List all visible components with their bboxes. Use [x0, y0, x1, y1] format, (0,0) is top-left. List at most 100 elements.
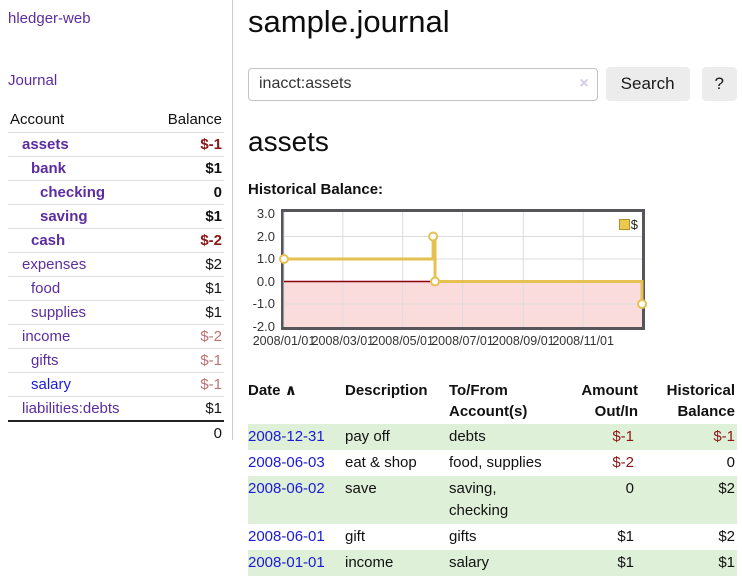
account-row: cash $-2 [8, 228, 224, 253]
account-balance: $1 [150, 276, 224, 301]
account-link-expenses[interactable]: expenses [22, 256, 87, 273]
chart-legend: $ [618, 217, 638, 232]
register-cell-description: save [345, 476, 449, 524]
account-link-bank[interactable]: bank [31, 160, 67, 177]
register-cell-date: 2008-06-01 [248, 524, 345, 550]
register-cell-amount: $1 [617, 528, 634, 545]
account-row: food $1 [8, 276, 224, 301]
chart-x-axis-labels: 2008/01/01 2008/03/01 2008/05/01 2008/07/01… [253, 334, 642, 350]
register-cell-accounts: gifts [449, 528, 477, 545]
accounts-total-row: 0 [8, 420, 224, 445]
accounts-table: Account Balance assets $-1 bank $1 checking 0… [8, 108, 224, 445]
legend-label: $ [630, 217, 638, 232]
account-balance: $1 [150, 204, 224, 229]
accounts-total-value: 0 [150, 420, 224, 445]
transaction-date-link[interactable]: 2008-01-01 [248, 554, 325, 571]
data-point-marker [430, 276, 441, 287]
account-link-saving[interactable]: saving [40, 208, 88, 225]
data-point-marker [279, 254, 289, 264]
transaction-date-link[interactable]: 2008-06-03 [248, 454, 325, 471]
account-heading: assets [248, 126, 329, 157]
transaction-date-link[interactable]: 2008-06-01 [248, 528, 325, 545]
register-header-date[interactable]: Date ∧ [248, 382, 297, 399]
register-cell-balance: $-1 [642, 424, 737, 450]
account-link-salary[interactable]: salary [31, 376, 72, 393]
register-cell-accounts: salary [449, 550, 557, 576]
accounts-header-balance: Balance [150, 108, 224, 133]
account-row: liabilities:debts $1 [8, 396, 224, 422]
chart-title: Historical Balance: [248, 181, 384, 198]
data-point-marker [428, 231, 439, 242]
sidebar: hledger-web Journal Account Balance asse… [0, 0, 233, 445]
account-balance: $1 [150, 396, 224, 422]
transaction-date-link[interactable]: 2008-12-31 [248, 428, 325, 445]
clear-search-icon[interactable]: × [579, 74, 589, 92]
account-row: income $-2 [8, 324, 224, 349]
transaction-date-link[interactable]: 2008-06-02 [248, 480, 325, 497]
chart-y-axis-labels: 3.0 2.0 1.0 0.0 -1.0 -2.0 [248, 206, 278, 334]
account-balance: $-2 [150, 228, 224, 253]
register-cell-amount: $1 [557, 550, 642, 576]
y-tick-label: 2.0 [256, 228, 275, 244]
register-row: 2008-06-01 gift gifts $1 $2 [248, 524, 737, 550]
app-title-link[interactable]: hledger-web [8, 10, 91, 27]
account-row: salary $-1 [8, 372, 224, 397]
register-header-balance: Historical Balance [666, 382, 735, 420]
chart-plot-area: $ [279, 209, 647, 330]
register-cell-amount: $-1 [557, 424, 642, 450]
x-tick-label: 2008/11/01 [552, 334, 614, 348]
account-balance: $-1 [150, 372, 224, 397]
account-balance: $-1 [150, 132, 224, 157]
accounts-header-account: Account [8, 108, 151, 133]
y-tick-label: 3.0 [256, 206, 275, 221]
y-tick-label: -2.0 [252, 318, 275, 334]
account-balance: $-2 [150, 324, 224, 349]
account-balance: $-1 [150, 348, 224, 373]
account-link-liabilities-debts[interactable]: liabilities:debts [22, 400, 120, 417]
register-row: 2008-06-03 eat & shop food, supplies $-2 0 [248, 450, 737, 476]
x-tick-label: 2008/05/01 [371, 334, 434, 348]
register-cell-amount: $-2 [612, 454, 634, 471]
register-cell-description: income [345, 550, 449, 576]
sort-asc-icon: ∧ [284, 382, 297, 399]
account-row: checking 0 [8, 180, 224, 205]
account-row: assets $-1 [8, 132, 224, 157]
account-link-income[interactable]: income [22, 328, 71, 345]
chart-svg [279, 212, 647, 327]
register-cell-accounts: debts [449, 424, 557, 450]
account-link-checking[interactable]: checking [40, 184, 106, 201]
register-cell-date: 2008-12-31 [248, 424, 345, 450]
account-balance: $2 [150, 252, 224, 277]
account-link-assets[interactable]: assets [22, 136, 69, 153]
register-cell-balance: 0 [726, 454, 735, 471]
register-header-amount: Amount Out/In [581, 382, 638, 420]
account-row: supplies $1 [8, 300, 224, 325]
account-link-cash[interactable]: cash [31, 232, 66, 249]
x-tick-label: 2008/01/01 [252, 334, 316, 348]
account-balance: $1 [150, 300, 224, 325]
y-tick-label: -1.0 [252, 296, 275, 311]
search-button[interactable]: Search [605, 67, 690, 101]
register-cell-balance: $2 [718, 528, 735, 545]
account-row: bank $1 [8, 156, 224, 181]
account-link-food[interactable]: food [31, 280, 61, 297]
help-button[interactable]: ? [701, 67, 737, 101]
search-input[interactable] [248, 67, 598, 101]
search-form: × Search ? [248, 67, 737, 101]
account-link-gifts[interactable]: gifts [31, 352, 59, 369]
register-row: 2008-01-01 income salary $1 $1 [248, 550, 737, 576]
register-header-accounts: To/From Account(s) [449, 382, 528, 420]
register-cell-accounts: saving, checking [449, 476, 557, 524]
sidebar-item-journal[interactable]: Journal [8, 72, 58, 89]
register-cell-description: pay off [345, 424, 449, 450]
register-table: Date ∧ Description To/From Account(s) Amo… [248, 378, 737, 576]
account-balance: $1 [150, 156, 224, 181]
historical-balance-chart: 3.0 2.0 1.0 0.0 -1.0 -2.0 $ 2008/01/01 2008/03… [248, 206, 737, 352]
register-row: 2008-12-31 pay off debts $-1 $-1 [248, 424, 737, 450]
account-link-supplies[interactable]: supplies [31, 304, 87, 321]
data-point-marker [637, 299, 647, 309]
register-cell-description: gift [345, 528, 366, 545]
register-cell-description: eat & shop [345, 454, 417, 471]
register-header-description: Description [345, 382, 428, 399]
register-cell-accounts: food, supplies [449, 454, 542, 471]
